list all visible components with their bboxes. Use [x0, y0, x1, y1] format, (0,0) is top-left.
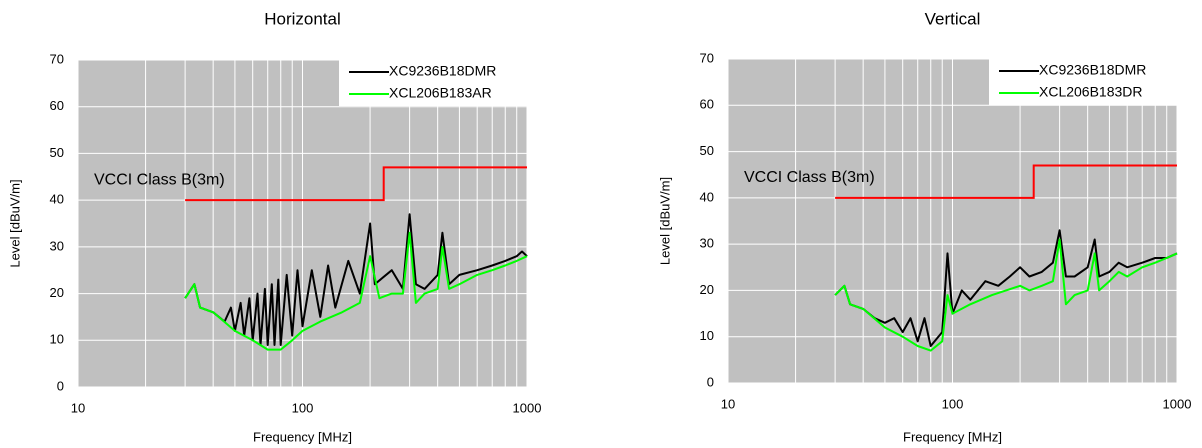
limit-label: VCCI Class B(3m): [744, 169, 875, 186]
y-tick-label: 70: [700, 50, 714, 65]
y-tick-label: 30: [50, 238, 64, 253]
y-tick-label: 70: [50, 51, 64, 66]
x-tick-label: 100: [942, 396, 964, 411]
y-tick-label: 30: [700, 236, 714, 251]
y-axis-label: Level [dBuV/m]: [657, 177, 672, 265]
y-tick-label: 50: [700, 143, 714, 158]
y-tick-label: 0: [707, 374, 714, 389]
chart-title: Horizontal: [264, 9, 341, 28]
y-tick-label: 40: [50, 192, 64, 207]
limit-line: [185, 166, 527, 202]
legend-box: [339, 60, 527, 106]
legend-label: XC9236B18DMR: [1039, 62, 1146, 78]
chart-title: Vertical: [925, 9, 981, 28]
x-tick-label: 10: [71, 400, 85, 415]
series-line: [184, 231, 528, 351]
legend-label: XCL206B183DR: [1039, 84, 1143, 100]
y-tick-label: 60: [700, 97, 714, 112]
x-tick-label: 10: [721, 396, 735, 411]
limit-label: VCCI Class B(3m): [94, 171, 225, 188]
y-tick-label: 60: [50, 98, 64, 113]
legend-box: [989, 59, 1177, 105]
series-line: [834, 229, 1178, 347]
y-tick-label: 10: [50, 332, 64, 347]
y-tick-label: 0: [57, 378, 64, 393]
y-tick-label: 10: [700, 328, 714, 343]
y-tick-label: 20: [700, 282, 714, 297]
y-tick-label: 20: [50, 285, 64, 300]
x-tick-label: 100: [292, 400, 314, 415]
y-tick-label: 50: [50, 145, 64, 160]
x-axis-label: Frequency [MHz]: [253, 429, 352, 444]
y-tick-label: 40: [700, 189, 714, 204]
series-line: [184, 213, 528, 346]
x-tick-label: 1000: [1163, 396, 1192, 411]
legend-label: XCL206B183AR: [389, 85, 492, 101]
limit-line: [835, 164, 1177, 199]
x-axis-label: Frequency [MHz]: [903, 429, 1002, 444]
legend-label: XC9236B18DMR: [389, 63, 496, 79]
y-axis-label: Level [dBuV/m]: [7, 179, 22, 267]
series-line: [834, 238, 1178, 352]
x-tick-label: 1000: [513, 400, 542, 415]
